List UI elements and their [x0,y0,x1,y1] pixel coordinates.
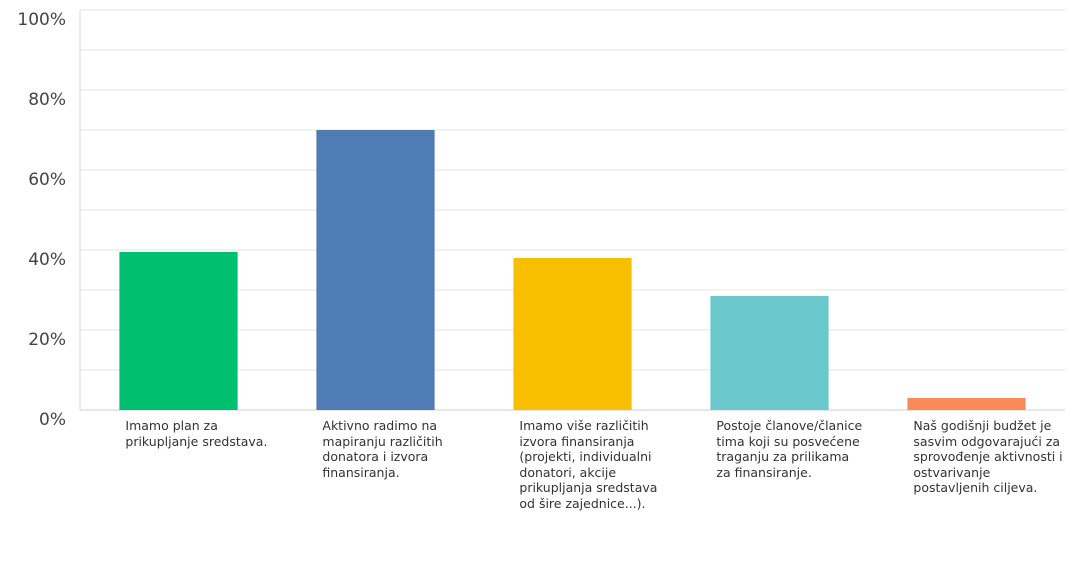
y-tick-label: 100% [17,10,66,30]
bar [513,258,632,410]
y-tick-label: 60% [28,170,66,190]
bar [316,130,435,410]
y-tick-label: 0% [39,410,66,430]
x-tick-label: Naš godišnji budžet je sasvim odgovaraju… [913,418,1063,495]
x-tick-label: Imamo više različitih izvora finansiranj… [519,418,658,511]
bar [907,398,1026,410]
x-tick-label: Aktivno radimo na mapiranju različitih d… [322,418,443,480]
y-tick-label: 20% [28,330,66,350]
bar [119,252,238,410]
y-tick-label: 80% [28,90,66,110]
bar [710,296,829,410]
y-tick-label: 40% [28,250,66,270]
x-tick-label: Postoje članove/članice tima koji su pos… [716,418,863,480]
x-tick-label: Imamo plan za prikupljanje sredstava. [125,418,268,449]
